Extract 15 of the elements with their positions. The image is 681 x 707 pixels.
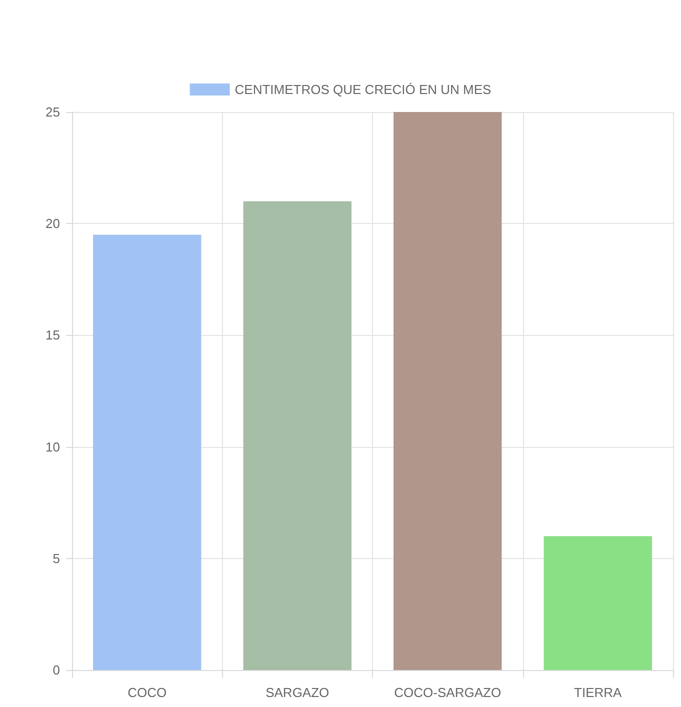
y-tick-label: 20 [46,216,60,232]
bar [394,112,502,670]
x-tick-label: SARGAZO [266,685,330,700]
bar [544,536,652,670]
legend-label: CENTIMETROS QUE CRECIÓ EN UN MES [234,82,492,97]
x-tick-label: COCO-SARGAZO [394,685,502,700]
y-tick-label: 25 [46,104,60,120]
y-tick-label: 10 [46,439,60,454]
bar [93,234,202,670]
y-tick-label: 0 [52,662,60,678]
bar [243,201,352,670]
y-tick-label: 5 [52,550,60,566]
y-tick-label: 15 [46,328,60,343]
x-tick-label: COCO [128,685,167,700]
x-tick-label: TIERRA [574,685,622,700]
